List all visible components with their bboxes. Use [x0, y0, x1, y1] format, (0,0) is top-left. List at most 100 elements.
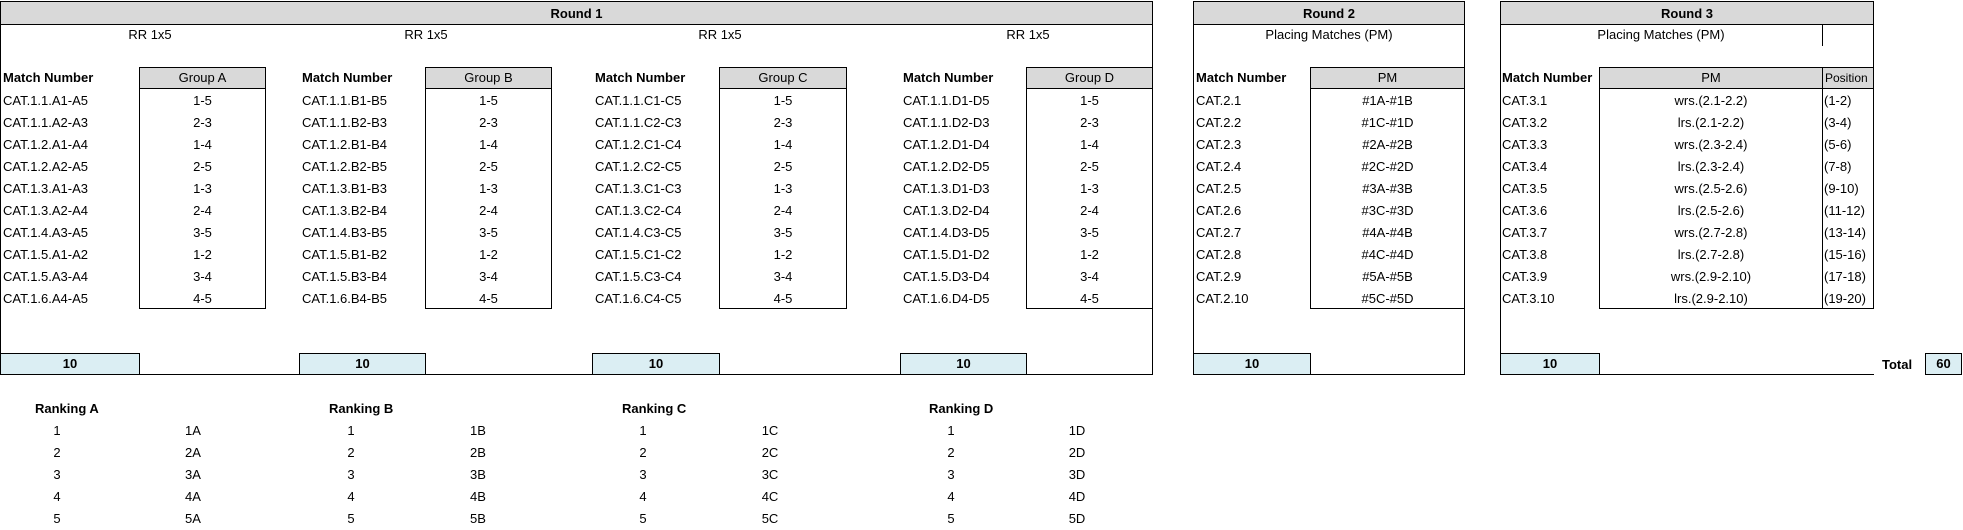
match-number-cell: CAT.1.1.B2-B3 [302, 115, 388, 130]
match-number-cell: CAT.1.3.D2-D4 [903, 203, 990, 218]
pairing-cell: 2-4 [479, 203, 498, 218]
match-number-cell: CAT.1.1.A1-A5 [3, 93, 89, 108]
match-number-cell: CAT.2.8 [1196, 247, 1242, 262]
match-number-cell: CAT.1.5.D1-D2 [903, 247, 990, 262]
pm-cell: #4A-#4B [1362, 225, 1413, 240]
rank-team: 1A [185, 423, 201, 438]
rank-number: 2 [947, 445, 955, 460]
pairing-cell: 2-4 [1080, 203, 1099, 218]
group-subtitle: RR 1x5 [128, 27, 172, 42]
match-number-header: Match Number [302, 70, 393, 85]
position-cell: (17-18) [1824, 269, 1866, 284]
rank-team: 2D [1068, 445, 1086, 460]
match-number-cell: CAT.2.9 [1196, 269, 1242, 284]
round2-title: Round 2 [1193, 1, 1465, 25]
match-number-cell: CAT.1.2.D1-D4 [903, 137, 990, 152]
match-number-cell: CAT.3.3 [1502, 137, 1548, 152]
rank-team: 1B [470, 423, 486, 438]
rank-team: 2A [185, 445, 201, 460]
rank-number: 2 [53, 445, 61, 460]
match-number-cell: CAT.3.9 [1502, 269, 1548, 284]
pairing-cell: 4-5 [773, 291, 793, 306]
ranking-title: Ranking A [35, 401, 99, 416]
pairing-cell: 1-5 [1080, 93, 1099, 108]
match-number-cell: CAT.1.3.C1-C3 [595, 181, 682, 196]
pm-cell: #4C-#4D [1361, 247, 1414, 262]
pairing-cell: 1-3 [1080, 181, 1099, 196]
pairing-cell: 1-3 [479, 181, 498, 196]
rank-team: 4D [1068, 489, 1086, 504]
match-number-cell: CAT.1.2.B2-B5 [302, 159, 388, 174]
round3-subtitle: Placing Matches (PM) [1597, 27, 1725, 42]
match-number-cell: CAT.3.5 [1502, 181, 1548, 196]
round3-position-header: Position [1822, 67, 1874, 89]
round2-pm-column [1310, 88, 1465, 309]
group-subtitle: RR 1x5 [698, 27, 742, 42]
rank-team: 3A [185, 467, 201, 482]
match-number-cell: CAT.1.6.D4-D5 [903, 291, 990, 306]
match-number-cell: CAT.3.10 [1502, 291, 1555, 306]
pm-cell: wrs.(2.3-2.4) [1674, 137, 1748, 152]
match-number-cell: CAT.1.5.C3-C4 [595, 269, 682, 284]
pairing-cell: 2-5 [1080, 159, 1099, 174]
rank-number: 3 [947, 467, 955, 482]
match-number-cell: CAT.2.7 [1196, 225, 1242, 240]
group-header: Group D [1026, 67, 1153, 89]
rank-team: 5A [185, 511, 201, 526]
rank-team: 2B [470, 445, 486, 460]
pm-cell: #1A-#1B [1362, 93, 1413, 108]
match-number-cell: CAT.1.4.D3-D5 [903, 225, 990, 240]
rank-number: 2 [347, 445, 355, 460]
pm-cell: #3C-#3D [1361, 203, 1414, 218]
pairing-cell: 2-4 [193, 203, 212, 218]
match-number-cell: CAT.1.4.A3-A5 [3, 225, 89, 240]
match-number-cell: CAT.1.2.B1-B4 [302, 137, 388, 152]
match-number-cell: CAT.1.5.B3-B4 [302, 269, 388, 284]
pairing-cell: 1-4 [193, 137, 212, 152]
match-number-header: Match Number [903, 70, 994, 85]
pairing-cell: 3-4 [193, 269, 212, 284]
pairing-cell: 1-2 [479, 247, 498, 262]
rank-number: 1 [947, 423, 955, 438]
match-number-cell: CAT.3.6 [1502, 203, 1548, 218]
match-number-cell: CAT.1.1.C2-C3 [595, 115, 682, 130]
match-number-cell: CAT.1.6.B4-B5 [302, 291, 388, 306]
match-number-cell: CAT.1.2.A1-A4 [3, 137, 89, 152]
ranking-title: Ranking B [329, 401, 394, 416]
group-match-count: 10 [299, 353, 426, 375]
group-column [1026, 88, 1153, 309]
rank-number: 3 [639, 467, 647, 482]
pm-cell: lrs.(2.9-2.10) [1674, 291, 1748, 306]
round3-title: Round 3 [1500, 1, 1874, 25]
match-number-cell: CAT.2.6 [1196, 203, 1242, 218]
rank-team: 5C [761, 511, 779, 526]
rank-team: 3C [761, 467, 779, 482]
round3-right-border [1873, 1, 1874, 67]
match-number-cell: CAT.1.2.C1-C4 [595, 137, 682, 152]
rank-team: 5D [1068, 511, 1086, 526]
pairing-cell: 3-4 [773, 269, 793, 284]
rank-number: 4 [639, 489, 647, 504]
pairing-cell: 1-4 [1080, 137, 1099, 152]
round3-position-column [1822, 88, 1874, 309]
position-cell: (9-10) [1824, 181, 1859, 196]
pairing-cell: 3-5 [193, 225, 212, 240]
rank-number: 1 [347, 423, 355, 438]
group-subtitle: RR 1x5 [1006, 27, 1050, 42]
pairing-cell: 2-5 [479, 159, 498, 174]
match-number-cell: CAT.1.2.C2-C5 [595, 159, 682, 174]
match-number-cell: CAT.1.5.C1-C2 [595, 247, 682, 262]
round3-subtitle-divider [1822, 24, 1823, 46]
position-cell: (3-4) [1824, 115, 1852, 130]
rank-team: 3D [1068, 467, 1086, 482]
pairing-cell: 1-4 [773, 137, 793, 152]
group-column [139, 88, 266, 309]
position-cell: (13-14) [1824, 225, 1866, 240]
match-number-cell: CAT.3.8 [1502, 247, 1548, 262]
round3-pm-header: PM [1599, 67, 1823, 89]
pairing-cell: 1-5 [193, 93, 212, 108]
match-number-cell: CAT.1.1.B1-B5 [302, 93, 388, 108]
pm-cell: #3A-#3B [1362, 181, 1413, 196]
match-number-cell: CAT.1.1.C1-C5 [595, 93, 682, 108]
pm-cell: lrs.(2.7-2.8) [1677, 247, 1745, 262]
